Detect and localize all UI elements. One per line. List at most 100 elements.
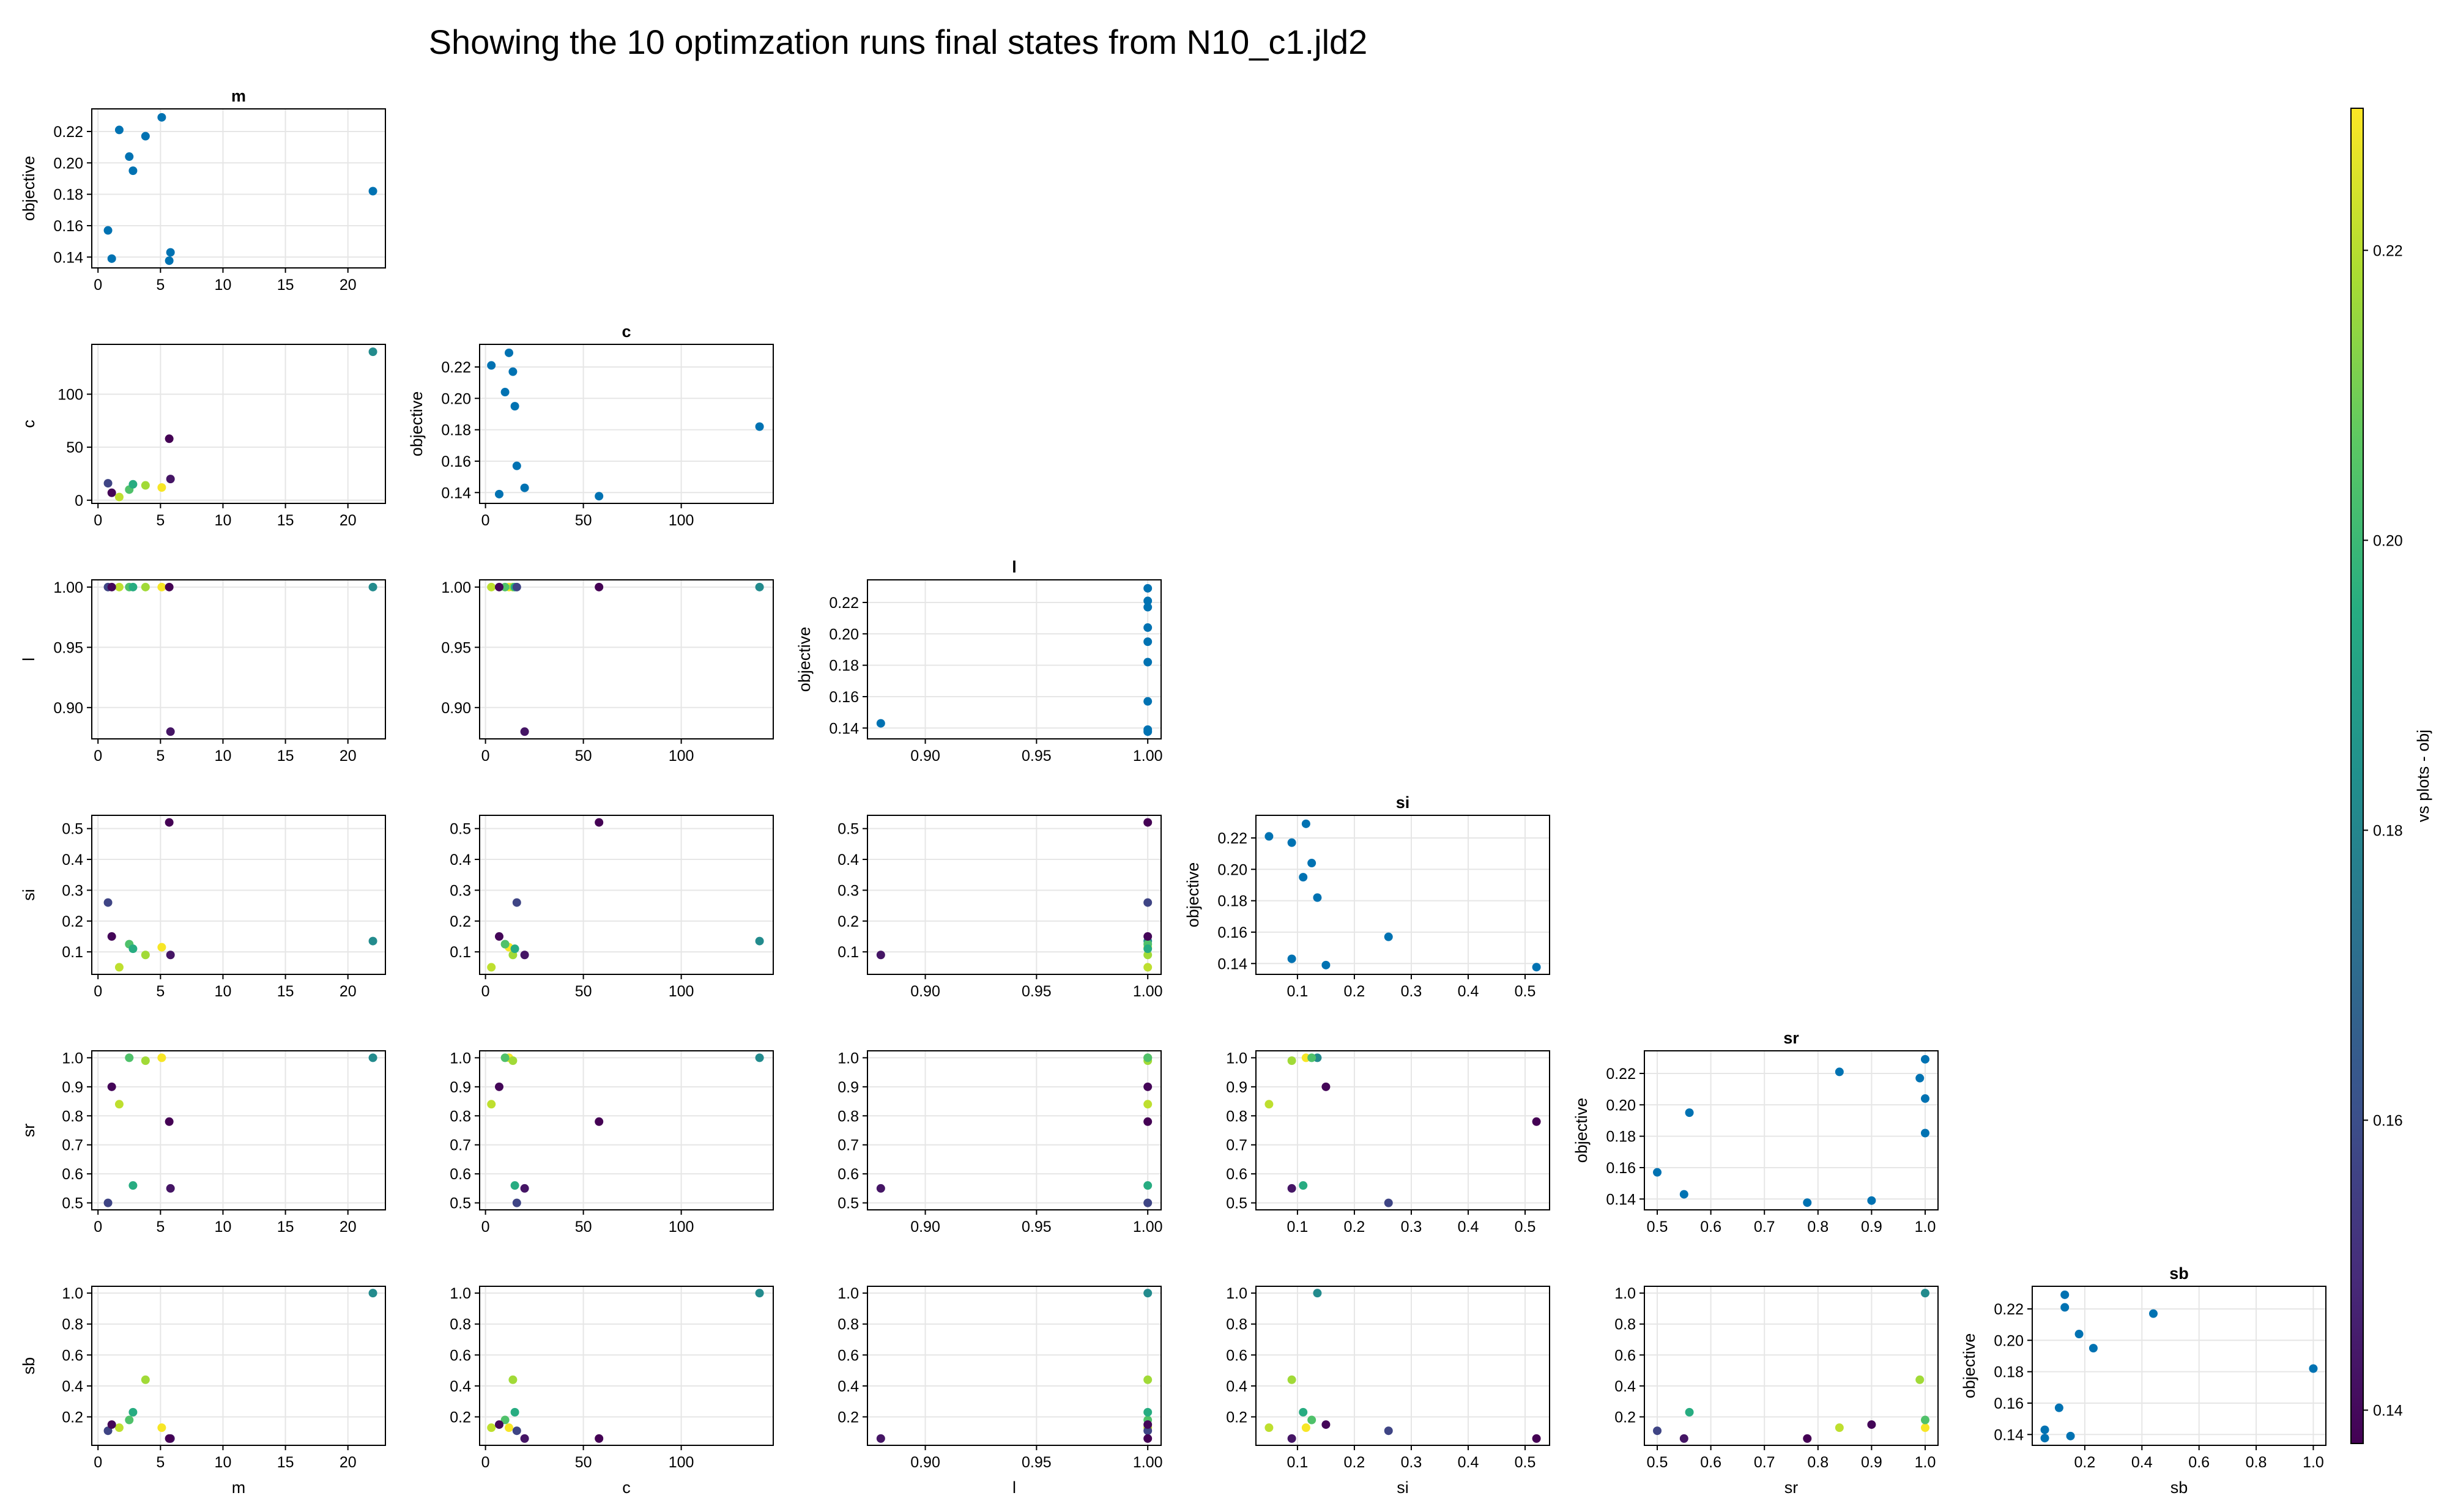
y-tick-label: 1.0 (1614, 1285, 1636, 1302)
data-point (165, 1434, 174, 1443)
axes-frame (867, 579, 1162, 739)
data-point (2148, 1309, 2158, 1318)
y-tick-label: 0.8 (62, 1316, 83, 1333)
x-tick-label: 0.3 (1401, 983, 1422, 1000)
y-tick-label: 0.8 (1614, 1316, 1636, 1333)
y-tick-label: 1.00 (53, 579, 83, 596)
y-tick-label: 0.4 (1226, 1378, 1247, 1395)
data-point (595, 492, 604, 501)
gridlines (480, 580, 773, 739)
data-point (1287, 838, 1296, 847)
y-tick-label: 1.0 (62, 1050, 83, 1067)
colorbar-tick-label: 0.18 (2373, 822, 2403, 839)
data-point (510, 402, 519, 411)
y-tick-label: 0.2 (1614, 1409, 1636, 1426)
x-tick-label: 0 (481, 512, 490, 529)
data-point (128, 582, 138, 591)
data-point (1299, 1407, 1308, 1417)
x-tick-label: 10 (215, 1218, 232, 1236)
y-tick-label: 0.8 (837, 1108, 859, 1125)
x-tick-label: 0 (481, 1218, 490, 1236)
data-point (2060, 1290, 2070, 1299)
panel-sb-vs-m: 0 5 10 15 20 0.2 0.4 0.6 0.8 1.0 sb m (20, 1285, 386, 1497)
y-tick-label: 0.18 (53, 187, 83, 204)
panel-sb-vs-l: 0.90 0.95 1.00 0.2 0.4 0.6 0.8 1.0 l (837, 1285, 1162, 1497)
data-point (1143, 951, 1153, 960)
data-point (141, 1375, 150, 1384)
y-tick-label: 0.90 (53, 700, 83, 717)
data-point (128, 166, 138, 176)
x-tick-label: 0.5 (1515, 1218, 1536, 1236)
axes-frame (867, 815, 1162, 975)
panel-sr-vs-si: 0.1 0.2 0.3 0.4 0.5 0.5 0.6 0.7 0.8 0.9 1.0 (1226, 1050, 1550, 1236)
data-point (1143, 1198, 1153, 1207)
gridlines (92, 344, 385, 503)
y-tick-label: 0.16 (829, 689, 859, 706)
x-tick-label: 0.7 (1754, 1218, 1775, 1236)
axes-frame (1255, 1050, 1550, 1210)
x-tick-label: 100 (669, 1454, 694, 1471)
panel-si-vs-l: 0.90 0.95 1.00 0.1 0.2 0.3 0.4 0.5 (837, 815, 1163, 1000)
data-point (1803, 1198, 1812, 1207)
panel-sr-vs-l: 0.90 0.95 1.00 0.5 0.6 0.7 0.8 0.9 1.0 (837, 1050, 1162, 1236)
x-tick-label: 0.2 (1344, 983, 1365, 1000)
data-point (1920, 1094, 1929, 1103)
y-tick-label: 0.7 (62, 1137, 83, 1154)
panel-si-vs-m: 0 5 10 15 20 0.1 0.2 0.3 0.4 0.5 si (20, 815, 386, 1000)
x-tick-label: 20 (340, 747, 357, 765)
data-point (495, 932, 503, 941)
x-tick-label: 0.90 (910, 1218, 940, 1236)
data-point (128, 480, 138, 489)
y-tick-label: 0.6 (450, 1166, 471, 1183)
data-point (1920, 1054, 1929, 1064)
y-tick-label: 0.14 (1606, 1191, 1636, 1208)
y-tick-label: 50 (66, 439, 83, 456)
x-tick-label: 0 (481, 1454, 490, 1471)
data-point (512, 898, 521, 907)
x-tick-label: 0.7 (1754, 1454, 1775, 1471)
data-point (487, 582, 496, 591)
y-tick-label: 0.2 (62, 913, 83, 930)
y-axis-label: si (20, 889, 38, 901)
data-point (165, 818, 174, 827)
x-tick-label: 15 (277, 276, 294, 294)
y-tick-label: 0.8 (450, 1316, 471, 1333)
data-point (107, 932, 116, 941)
data-point (2066, 1431, 2075, 1440)
data-point (1685, 1108, 1694, 1117)
data-point (1301, 819, 1310, 828)
y-axis-label: sb (20, 1357, 38, 1375)
y-tick-label: 0.4 (1614, 1378, 1636, 1395)
data-point (128, 1181, 138, 1190)
y-tick-label: 0.5 (62, 1195, 83, 1212)
data-point (755, 936, 764, 946)
x-axis-label: sr (1784, 1478, 1799, 1497)
data-point (2040, 1434, 2049, 1443)
colorbar-gradient (2350, 108, 2364, 1444)
data-point (157, 1423, 166, 1432)
data-point (1143, 963, 1153, 972)
axes-frame (479, 1050, 774, 1210)
data-point (141, 582, 150, 591)
y-tick-label: 0.6 (837, 1166, 859, 1183)
x-tick-label: 0.4 (1458, 983, 1479, 1000)
data-point (876, 951, 885, 960)
x-tick-label: 0.1 (1287, 983, 1309, 1000)
panel-title: l (1012, 558, 1017, 576)
y-tick-label: 0.95 (53, 639, 83, 656)
data-point (1321, 960, 1331, 969)
y-axis-label: objective (1960, 1333, 1978, 1399)
axes-frame (2032, 1286, 2326, 1446)
y-tick-label: 0.4 (450, 1378, 471, 1395)
panel-sb-vs-c: 0 50 100 0.2 0.4 0.6 0.8 1.0 c (450, 1285, 774, 1497)
y-tick-label: 0.5 (62, 821, 83, 838)
data-point (1920, 1423, 1929, 1432)
y-tick-label: 0.4 (62, 851, 83, 869)
x-tick-label: 0.90 (910, 747, 940, 765)
data-points (103, 582, 377, 736)
y-tick-label: 0.8 (1226, 1108, 1247, 1125)
data-point (157, 113, 166, 122)
axes-frame (91, 1286, 386, 1446)
axes-frame (1255, 1286, 1550, 1446)
